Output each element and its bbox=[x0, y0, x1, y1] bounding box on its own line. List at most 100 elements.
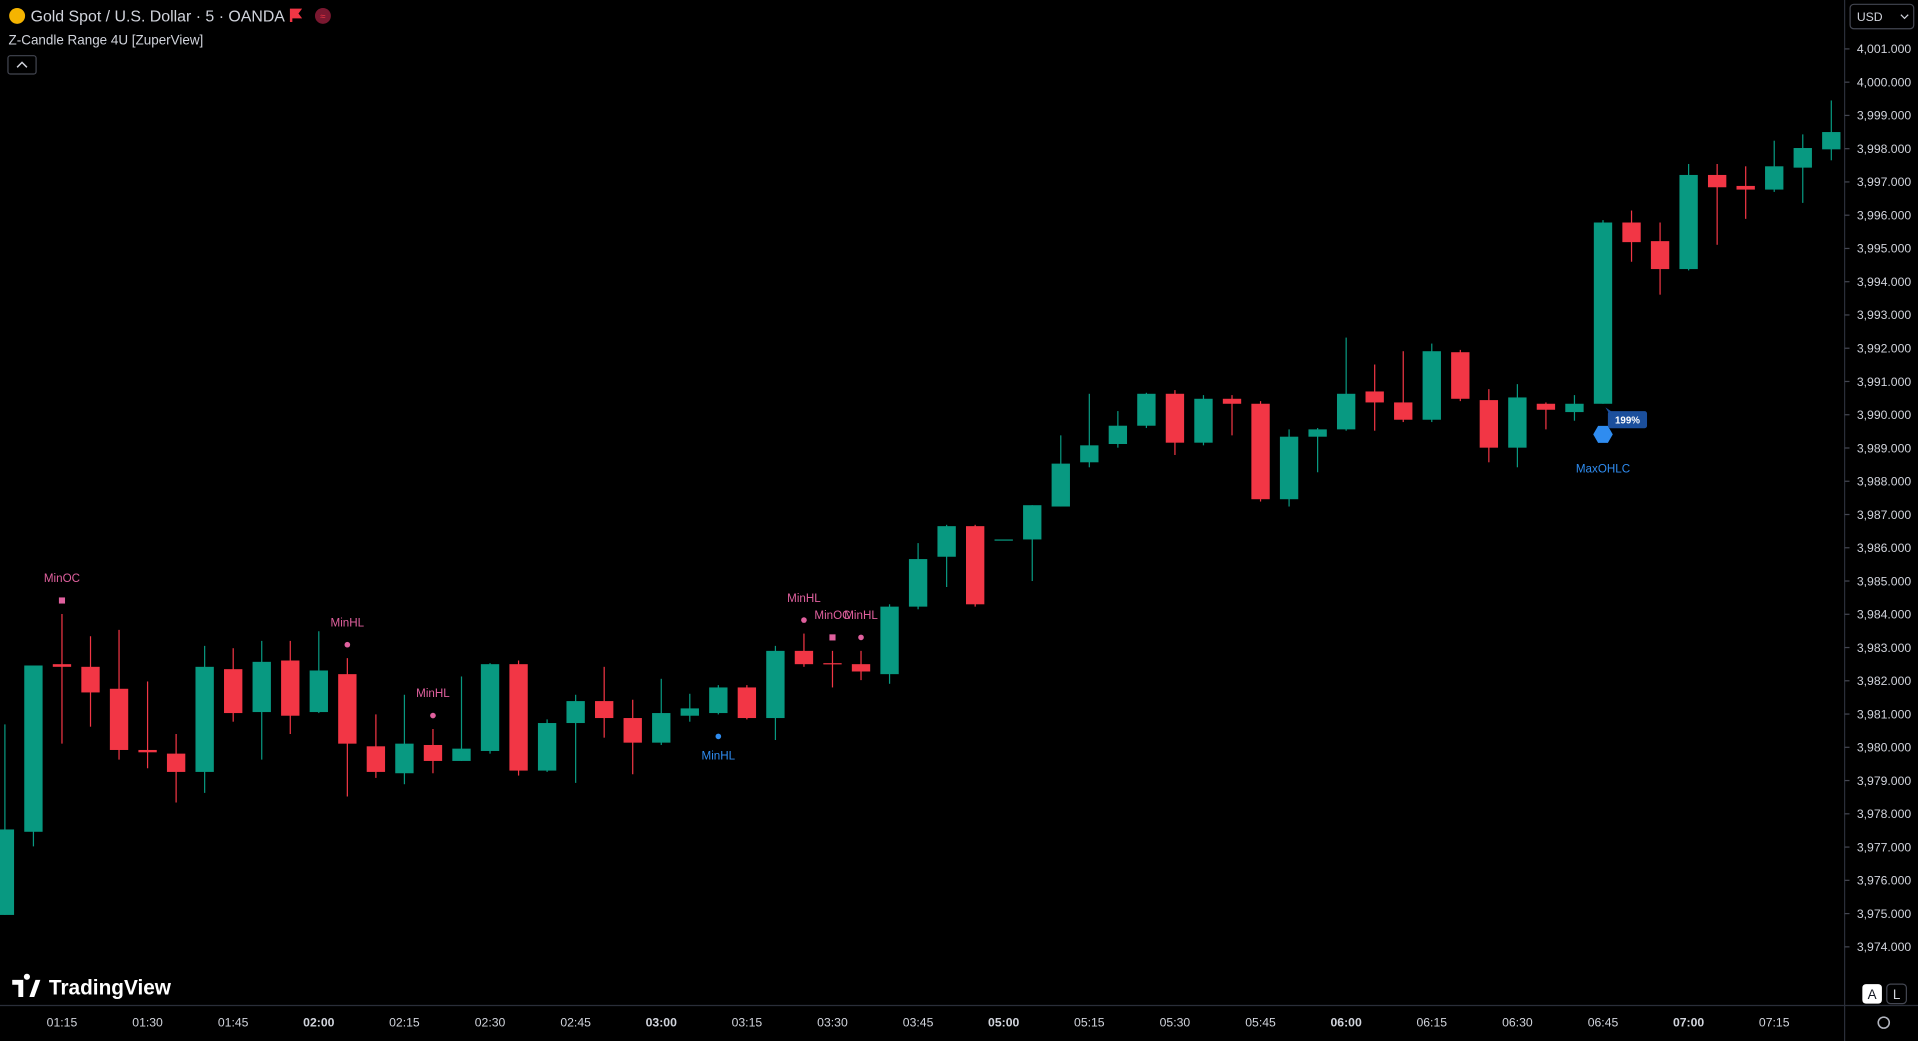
candle-body bbox=[1536, 403, 1556, 410]
symbol-icon bbox=[9, 7, 26, 24]
marker-dot bbox=[715, 733, 722, 740]
y-tick-label: 3,983.000 bbox=[1857, 641, 1912, 655]
currency-dropdown[interactable] bbox=[1849, 3, 1915, 30]
candle-body bbox=[338, 674, 357, 744]
candle-body bbox=[1394, 402, 1413, 420]
candle-body bbox=[937, 526, 956, 557]
x-tick-label: 01:45 bbox=[218, 1015, 249, 1029]
y-tick-label: 3,989.000 bbox=[1857, 441, 1912, 455]
candle-body bbox=[509, 664, 528, 771]
candle-body bbox=[1279, 436, 1299, 500]
y-tick-label: 3,979.000 bbox=[1857, 774, 1912, 788]
y-tick-label: 3,996.000 bbox=[1857, 208, 1912, 222]
indicator-title: Z-Candle Range 4U [ZuperView] bbox=[9, 33, 204, 48]
candle-body bbox=[252, 661, 271, 713]
candle-body bbox=[1822, 132, 1841, 150]
x-tick-label: 06:15 bbox=[1416, 1015, 1447, 1029]
currency-label: USD bbox=[1857, 10, 1883, 24]
y-tick-label: 3,975.000 bbox=[1857, 907, 1912, 921]
marker-label: MinHL bbox=[787, 592, 821, 605]
x-tick-label: 02:15 bbox=[389, 1015, 420, 1029]
x-tick-label: 05:45 bbox=[1245, 1015, 1276, 1029]
marker-hexagon bbox=[1593, 425, 1613, 443]
dropdown-arrow bbox=[1900, 14, 1909, 20]
price-axis: 3,974.000 3,975.000 3,976.000 3,977.000 3,97… bbox=[1844, 42, 1912, 954]
y-tick-label: 3,991.000 bbox=[1857, 375, 1912, 389]
y-tick-label: 3,982.000 bbox=[1857, 674, 1912, 688]
x-tick-label: 06:45 bbox=[1588, 1015, 1619, 1029]
y-tick-label: 3,998.000 bbox=[1857, 142, 1912, 156]
candle-body bbox=[1308, 429, 1327, 437]
candle-body bbox=[1080, 445, 1099, 463]
candle-body bbox=[109, 688, 129, 750]
candle-body bbox=[1365, 391, 1384, 403]
y-tick-label: 3,984.000 bbox=[1857, 608, 1912, 622]
candle-body bbox=[1622, 222, 1641, 243]
log-scale-button[interactable] bbox=[1886, 983, 1907, 1005]
y-tick-label: 3,986.000 bbox=[1857, 541, 1912, 555]
candle-body bbox=[1508, 397, 1527, 448]
candle-body bbox=[81, 666, 100, 693]
collapse-button[interactable] bbox=[7, 55, 37, 75]
auto-scale-button[interactable] bbox=[1862, 984, 1882, 1004]
marker-label: MaxOHLC bbox=[1576, 462, 1630, 475]
marker-label: MinOC bbox=[814, 609, 850, 622]
symbol-title: Gold Spot / U.S. Dollar · 5 · OANDA bbox=[31, 8, 286, 25]
y-tick-label: 3,992.000 bbox=[1857, 342, 1912, 356]
x-tick-label: 03:00 bbox=[646, 1015, 677, 1029]
marker-label: MinHL bbox=[844, 609, 878, 622]
settings-button[interactable] bbox=[1877, 1016, 1891, 1029]
y-tick-label: 3,988.000 bbox=[1857, 475, 1912, 489]
x-tick-label: 01:15 bbox=[47, 1015, 78, 1029]
candle-body bbox=[823, 663, 842, 665]
candle-body bbox=[1108, 425, 1128, 445]
candle-body bbox=[452, 748, 471, 761]
marker-square bbox=[58, 597, 66, 604]
x-tick-label: 02:45 bbox=[560, 1015, 591, 1029]
candle-body bbox=[1650, 241, 1670, 270]
candle-body bbox=[1765, 166, 1784, 190]
logo-text: TradingView bbox=[49, 976, 172, 999]
x-tick-label: 03:30 bbox=[817, 1015, 848, 1029]
candle-body bbox=[24, 665, 43, 832]
candle-body bbox=[623, 718, 642, 743]
logo: TradingView bbox=[12, 973, 172, 999]
candle-body bbox=[52, 664, 72, 667]
x-tick-label: 06:00 bbox=[1331, 1015, 1362, 1029]
x-tick-label: 01:30 bbox=[132, 1015, 163, 1029]
x-tick-label: 06:30 bbox=[1502, 1015, 1533, 1029]
candle-body bbox=[1251, 403, 1270, 500]
candle-body bbox=[366, 746, 386, 772]
candle-body bbox=[880, 606, 899, 675]
candle-body bbox=[395, 743, 414, 774]
x-tick-label: 05:00 bbox=[988, 1015, 1019, 1029]
market-icon bbox=[314, 7, 331, 24]
auto-scale-label: A bbox=[1868, 987, 1877, 1002]
marker-dot bbox=[801, 617, 807, 623]
x-tick-label: 02:00 bbox=[303, 1015, 334, 1029]
candle-body bbox=[709, 687, 728, 714]
candle-body bbox=[908, 559, 928, 607]
candle-body bbox=[965, 526, 985, 605]
candle-body bbox=[480, 664, 500, 751]
y-tick-label: 3,997.000 bbox=[1857, 175, 1912, 189]
candle-body bbox=[281, 660, 300, 716]
candle-body bbox=[1793, 148, 1812, 168]
y-tick-label: 3,995.000 bbox=[1857, 242, 1912, 256]
candle-body bbox=[166, 753, 186, 772]
flag-icon[interactable] bbox=[289, 8, 303, 23]
y-tick-label: 4,000.000 bbox=[1857, 75, 1912, 89]
candle-body bbox=[1194, 398, 1213, 443]
candle-body bbox=[1736, 185, 1755, 190]
marker-dot bbox=[344, 641, 351, 648]
x-tick-label: 07:15 bbox=[1759, 1015, 1790, 1029]
y-tick-label: 3,987.000 bbox=[1857, 508, 1912, 522]
marker-label: MinHL bbox=[416, 687, 450, 700]
candle-body bbox=[423, 744, 443, 761]
candle-body bbox=[1479, 400, 1499, 448]
y-tick-label: 3,990.000 bbox=[1857, 408, 1912, 422]
x-tick-label: 03:15 bbox=[732, 1015, 763, 1029]
